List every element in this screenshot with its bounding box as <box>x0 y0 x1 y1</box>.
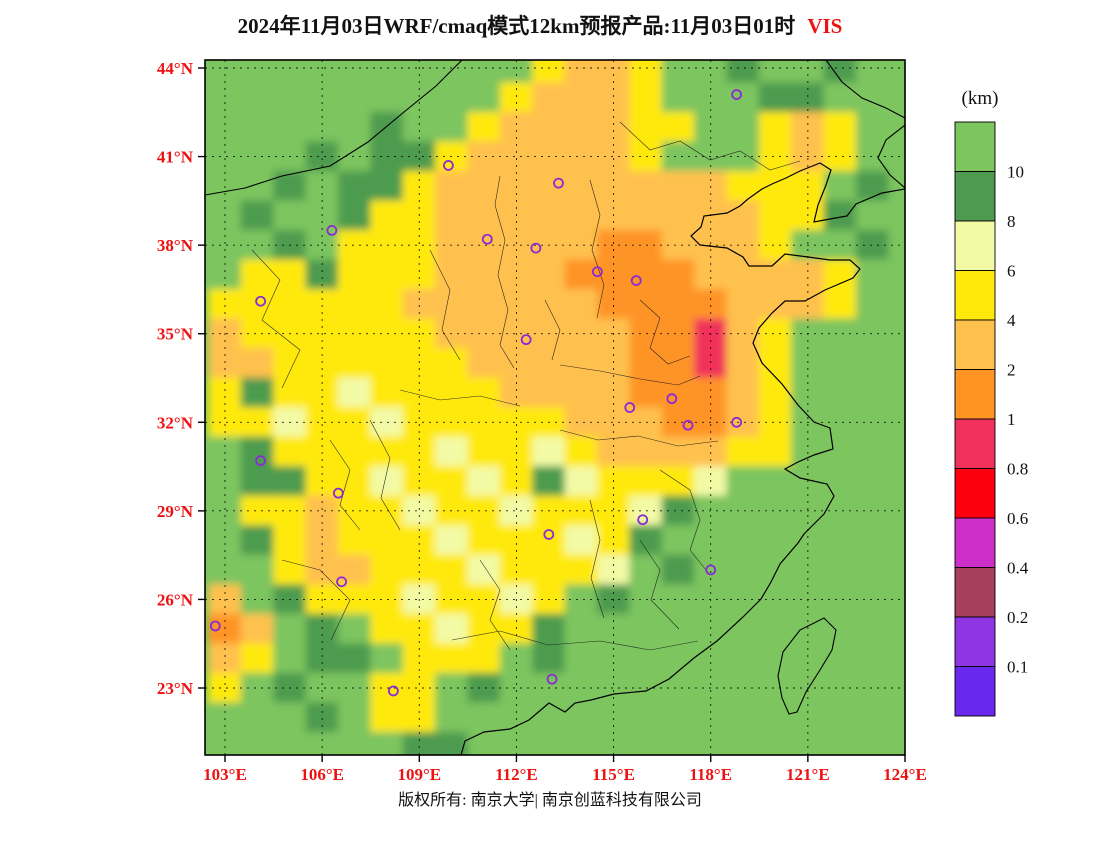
city-marker <box>624 402 636 413</box>
colorbar-label: 0.2 <box>1007 608 1028 627</box>
lat-tick-label: 38°N <box>157 236 194 255</box>
lat-tick-label: 32°N <box>157 413 194 432</box>
city-marker <box>705 564 717 576</box>
city-marker <box>666 393 678 405</box>
lon-tick-label: 112°E <box>495 765 538 784</box>
province-boundaries <box>251 121 801 651</box>
colorbar-label: 0.6 <box>1007 509 1028 528</box>
title-text: 2024年11月03日WRF/cmaq模式12km预报产品:11月03日01时 <box>237 14 796 38</box>
colorbar-segment <box>954 270 996 321</box>
colorbar-segment <box>954 666 996 717</box>
copyright-text: 版权所有: 南京大学| 南京创蓝科技有限公司 <box>398 792 702 809</box>
lon-tick-label: 115°E <box>592 765 635 784</box>
city-markers <box>209 89 743 697</box>
page-title: 2024年11月03日WRF/cmaq模式12km预报产品:11月03日01时 V… <box>0 10 1080 40</box>
grid-lines <box>205 60 905 755</box>
city-marker <box>336 576 347 588</box>
colorbar-segment <box>954 616 996 667</box>
city-marker <box>332 487 344 499</box>
city-marker <box>255 455 267 467</box>
colorbar-segment <box>954 319 996 370</box>
lat-tick-label: 35°N <box>157 325 194 344</box>
colorbar-segment <box>954 171 996 222</box>
city-marker <box>637 514 649 526</box>
title-variable: VIS <box>807 14 843 38</box>
lat-tick-label: 23°N <box>157 679 194 698</box>
colorbar-label: 2 <box>1007 361 1016 380</box>
lat-tick-label: 26°N <box>157 590 194 609</box>
city-marker <box>630 275 642 286</box>
city-marker <box>326 224 338 236</box>
lon-tick-label: 103°E <box>203 765 247 784</box>
city-marker <box>255 295 267 307</box>
map-frame <box>204 59 906 756</box>
colorbar: 10 8 6 4 2 1 0.8 0.6 0.4 0.2 0.1 <box>954 121 1029 717</box>
lat-tick-label: 41°N <box>157 148 194 167</box>
city-marker <box>209 620 221 632</box>
city-marker <box>553 177 564 189</box>
colorbar-label: 4 <box>1007 311 1016 330</box>
colorbar-label: 10 <box>1007 163 1024 182</box>
colorbar-label: 6 <box>1007 262 1016 281</box>
coastline <box>460 162 905 755</box>
city-marker <box>543 529 555 540</box>
lat-tick-label: 29°N <box>157 502 194 521</box>
lon-tick-label: 109°E <box>397 765 441 784</box>
colorbar-segment <box>954 418 996 469</box>
lat-tick-label: 44°N <box>157 59 194 78</box>
lon-tick-label: 124°E <box>883 765 927 784</box>
city-marker <box>591 266 603 278</box>
lon-tick-label: 106°E <box>300 765 344 784</box>
city-marker <box>731 89 743 100</box>
city-marker <box>520 334 532 346</box>
visibility-field <box>205 60 905 755</box>
city-marker <box>682 419 694 431</box>
colorbar-segment <box>954 567 996 618</box>
colorbar-unit: (km) <box>961 88 999 109</box>
colorbar-label: 0.4 <box>1007 559 1029 578</box>
city-marker <box>530 242 542 254</box>
city-marker <box>731 416 743 428</box>
city-marker <box>443 160 454 171</box>
city-marker <box>546 673 558 685</box>
national-border <box>205 60 905 196</box>
lon-tick-label: 118°E <box>689 765 732 784</box>
colorbar-segment <box>954 220 996 271</box>
colorbar-segment <box>954 369 996 420</box>
city-marker <box>481 233 493 245</box>
lon-tick-label: 121°E <box>786 765 830 784</box>
colorbar-label: 0.1 <box>1007 658 1028 677</box>
colorbar-label: 8 <box>1007 212 1016 231</box>
colorbar-segment <box>954 121 996 172</box>
colorbar-label: 0.8 <box>1007 460 1028 479</box>
colorbar-label: 1 <box>1007 410 1016 429</box>
taiwan-island-outline <box>777 617 837 715</box>
colorbar-segment <box>954 468 996 519</box>
colorbar-segment <box>954 517 996 568</box>
city-marker <box>387 685 399 697</box>
